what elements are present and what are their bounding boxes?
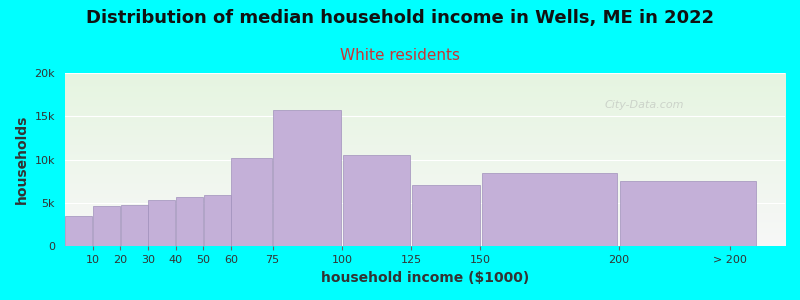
- Bar: [482, 173, 618, 246]
- Bar: [65, 216, 92, 246]
- X-axis label: household income ($1000): household income ($1000): [321, 271, 529, 285]
- Text: White residents: White residents: [340, 48, 460, 63]
- Bar: [274, 110, 341, 246]
- Bar: [121, 205, 148, 246]
- Bar: [176, 197, 203, 246]
- Y-axis label: households: households: [15, 115, 29, 204]
- Bar: [148, 200, 175, 246]
- Text: City-Data.com: City-Data.com: [605, 100, 685, 110]
- Text: Distribution of median household income in Wells, ME in 2022: Distribution of median household income …: [86, 9, 714, 27]
- Bar: [93, 206, 120, 246]
- Bar: [342, 155, 410, 246]
- Bar: [412, 185, 480, 246]
- Bar: [620, 181, 756, 246]
- Bar: [231, 158, 272, 246]
- Bar: [204, 195, 231, 246]
